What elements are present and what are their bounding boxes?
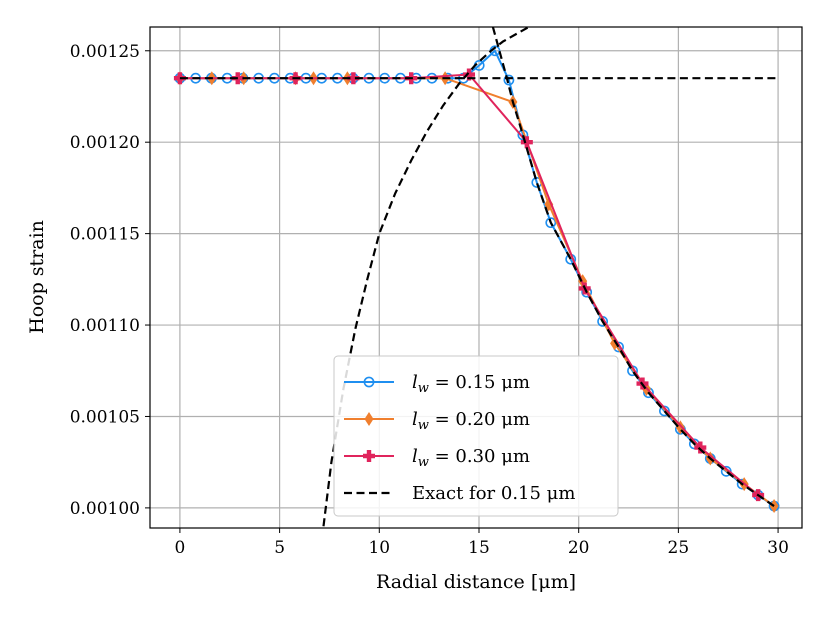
legend-label: lw = 0.20 μm — [412, 409, 530, 433]
y-axis-ticks: 0.00100 0.00105 0.00110 0.00115 0.00120 0.001… — [70, 42, 150, 519]
legend-marker — [363, 376, 375, 388]
legend-marker — [364, 412, 374, 426]
y-tick-label: 0.00115 — [70, 225, 140, 245]
legend-label: Exact for 0.15 μm — [412, 483, 575, 504]
legend-label: lw = 0.30 μm — [412, 446, 530, 470]
legend: lw = 0.15 μm lw = 0.20 μm lw = 0.30 μm Exac… — [333, 355, 619, 517]
y-tick-label: 0.00100 — [70, 499, 140, 519]
y-axis-label: Hoop strain — [26, 220, 48, 334]
legend-marker — [363, 450, 375, 462]
data-point — [503, 74, 515, 86]
x-tick-label: 5 — [274, 538, 285, 558]
y-tick-label: 0.00105 — [70, 407, 140, 427]
data-point — [347, 72, 360, 85]
y-tick-label: 0.00110 — [70, 316, 140, 336]
x-tick-label: 15 — [468, 538, 490, 558]
plot-frame — [149, 26, 803, 529]
legend-label: lw = 0.15 μm — [412, 372, 530, 396]
legend-box — [333, 355, 619, 517]
x-tick-label: 10 — [368, 538, 390, 558]
x-tick-label: 25 — [668, 538, 690, 558]
data-series — [173, 27, 780, 527]
x-tick-label: 20 — [568, 538, 590, 558]
x-tick-label: 30 — [767, 538, 789, 558]
x-axis-ticks: 0 5 10 15 20 25 30 — [174, 528, 789, 558]
x-tick-label: 0 — [174, 538, 185, 558]
grid-lines — [150, 27, 802, 528]
y-tick-label: 0.00125 — [70, 42, 140, 62]
data-point — [520, 136, 533, 149]
exact-curve — [491, 27, 775, 508]
y-tick-label: 0.00120 — [70, 133, 140, 153]
data-point — [463, 68, 476, 81]
data-point — [694, 441, 707, 454]
data-point — [545, 217, 557, 229]
data-point — [769, 499, 779, 514]
x-axis-label: Radial distance [μm] — [376, 571, 576, 593]
data-point — [720, 465, 732, 477]
